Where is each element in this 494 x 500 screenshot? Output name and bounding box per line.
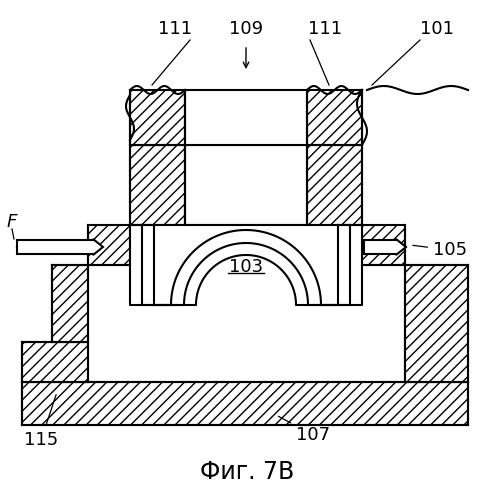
FancyArrow shape [17,239,103,255]
Polygon shape [130,225,362,305]
Text: 107: 107 [279,416,330,444]
Bar [362,225,405,265]
Text: 109: 109 [229,20,263,38]
Bar [307,90,362,145]
FancyArrow shape [364,239,406,255]
Bar [185,145,307,225]
Text: 111: 111 [308,20,342,38]
Bar [185,90,307,145]
Text: F: F [7,213,17,231]
Bar [130,90,185,145]
Bar [130,145,185,225]
Bar [52,265,88,342]
Bar [88,225,130,265]
Text: 101: 101 [420,20,454,38]
Bar [307,145,362,225]
Text: 103: 103 [229,258,263,276]
Text: 115: 115 [24,394,58,449]
Bar [22,342,88,382]
Text: Фиг. 7B: Фиг. 7B [200,460,294,484]
Text: 105: 105 [413,241,467,259]
Bar [22,382,468,425]
Text: 111: 111 [158,20,192,38]
Bar [405,265,468,382]
